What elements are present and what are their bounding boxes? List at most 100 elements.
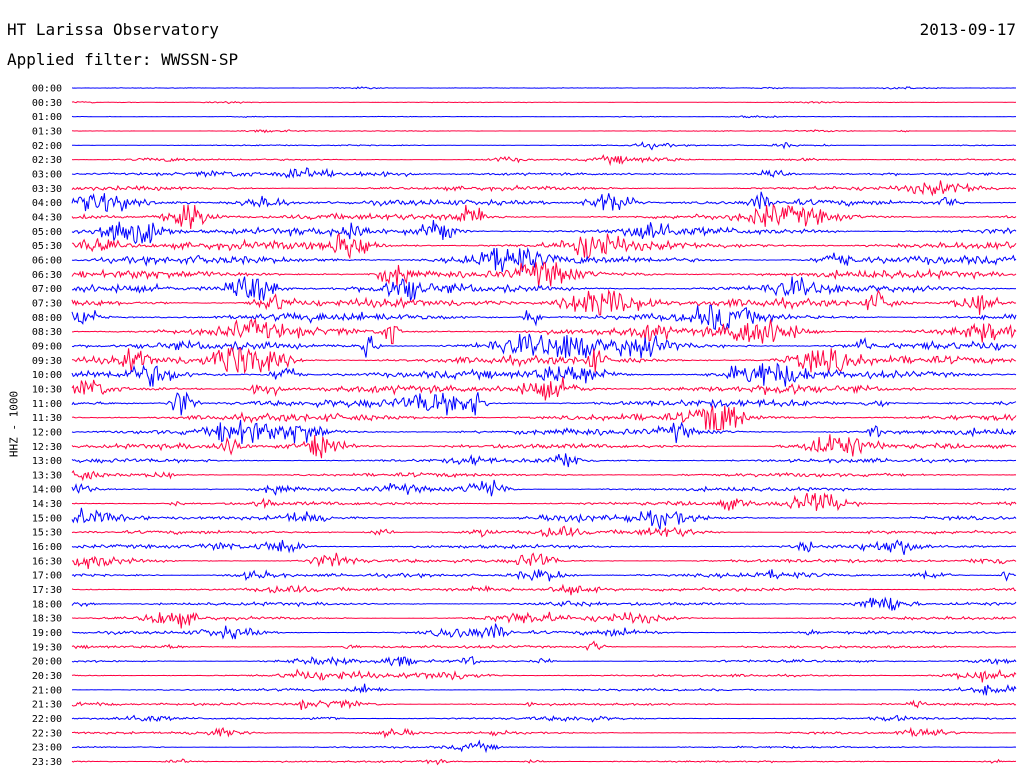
trace-1800 [71, 596, 1017, 611]
row-label-1600: 16:00 [32, 542, 62, 553]
trace-1100 [71, 391, 1017, 416]
row-label-0530: 05:30 [32, 241, 62, 252]
station-title: HT Larissa Observatory [7, 20, 219, 39]
trace-0730 [71, 289, 1017, 316]
row-label-2330: 23:30 [32, 757, 62, 768]
row-label-2300: 23:00 [32, 743, 62, 754]
trace-1500 [71, 507, 1017, 530]
row-label-1330: 13:30 [32, 470, 62, 481]
trace-1330 [71, 469, 1017, 482]
trace-0700 [71, 276, 1017, 301]
row-label-0000: 00:00 [32, 84, 62, 95]
trace-1630 [71, 552, 1017, 569]
trace-0930 [71, 347, 1017, 375]
row-label-0900: 09:00 [32, 341, 62, 352]
trace-2230 [72, 726, 1016, 739]
row-labels: 00:00 00:30 01:00 01:30 02:00 02:30 03:00 03:30… [32, 84, 62, 769]
row-label-0400: 04:00 [32, 198, 62, 209]
row-label-2000: 20:00 [32, 657, 62, 668]
trace-1530 [71, 525, 1017, 538]
trace-0200 [71, 141, 1016, 151]
trace-2130 [71, 698, 1017, 710]
trace-2100 [71, 683, 1017, 696]
row-label-2200: 22:00 [32, 714, 62, 725]
row-label-1000: 10:00 [32, 370, 62, 381]
row-label-1200: 12:00 [32, 427, 62, 438]
trace-0530 [71, 232, 1017, 260]
trace-2200 [71, 714, 1017, 723]
trace-1700 [71, 569, 1017, 582]
row-label-1700: 17:00 [32, 571, 62, 582]
row-label-1530: 15:30 [32, 528, 62, 539]
row-label-0800: 08:00 [32, 313, 62, 324]
trace-1930 [71, 640, 1017, 651]
row-label-0100: 01:00 [32, 112, 62, 123]
row-label-0830: 08:30 [32, 327, 62, 338]
trace-1300 [71, 453, 1017, 468]
row-label-0630: 06:30 [32, 270, 62, 281]
trace-1000 [71, 362, 1017, 387]
row-label-0130: 01:30 [32, 126, 62, 137]
row-label-0600: 06:00 [32, 255, 62, 266]
trace-1400 [71, 479, 1017, 497]
trace-1230 [71, 434, 1017, 459]
row-label-0430: 04:30 [32, 212, 62, 223]
row-label-2100: 21:00 [32, 685, 62, 696]
row-label-1430: 14:30 [32, 499, 62, 510]
row-label-0500: 05:00 [32, 227, 62, 238]
row-label-1800: 18:00 [32, 599, 62, 610]
trace-0300 [71, 167, 1017, 179]
row-label-2130: 21:30 [32, 700, 62, 711]
trace-1200 [71, 419, 1017, 444]
row-label-1300: 13:00 [32, 456, 62, 467]
row-label-1830: 18:30 [32, 614, 62, 625]
trace-1030 [71, 376, 1017, 401]
row-label-0700: 07:00 [32, 284, 62, 295]
trace-1730 [71, 583, 1017, 596]
trace-0800 [71, 304, 1017, 331]
trace-1600 [71, 539, 1017, 555]
trace-0630 [71, 261, 1017, 287]
row-label-1030: 10:30 [32, 384, 62, 395]
row-label-1500: 15:00 [32, 513, 62, 524]
trace-1900 [71, 623, 1017, 640]
row-label-1230: 12:30 [32, 442, 62, 453]
row-label-2030: 20:30 [32, 671, 62, 682]
trace-2000 [71, 655, 1017, 667]
trace-0400 [71, 191, 1017, 213]
row-label-0730: 07:30 [32, 298, 62, 309]
filter-label: Applied filter: WWSSN-SP [7, 50, 239, 69]
row-label-0030: 00:30 [32, 98, 62, 109]
row-label-0930: 09:30 [32, 356, 62, 367]
row-label-1900: 19:00 [32, 628, 62, 639]
row-label-0300: 03:00 [32, 169, 62, 180]
row-label-1400: 14:00 [32, 485, 62, 496]
date-label: 2013-09-17 [919, 20, 1016, 39]
trace-1430 [71, 492, 1017, 512]
row-label-1930: 19:30 [32, 642, 62, 653]
trace-1830 [71, 611, 1017, 629]
trace-0230 [71, 154, 1017, 167]
row-label-0200: 02:00 [32, 141, 62, 152]
trace-2030 [71, 668, 1017, 683]
trace-0030 [71, 100, 1017, 104]
row-label-2230: 22:30 [32, 728, 62, 739]
trace-1130 [71, 405, 1017, 431]
trace-0100 [71, 115, 1016, 119]
trace-2330 [71, 758, 1017, 766]
row-label-1630: 16:30 [32, 556, 62, 567]
trace-2300 [71, 739, 1017, 754]
trace-0330 [71, 180, 1017, 197]
row-label-0230: 02:30 [32, 155, 62, 166]
seismic-traces [71, 86, 1017, 766]
trace-0430 [71, 203, 1017, 230]
trace-0500 [71, 220, 1017, 245]
trace-0830 [72, 317, 1017, 345]
trace-0000 [71, 86, 1016, 90]
row-label-1130: 11:30 [32, 413, 62, 424]
trace-0900 [71, 333, 1017, 358]
row-label-0330: 03:30 [32, 184, 62, 195]
row-label-1100: 11:00 [32, 399, 62, 410]
row-label-1730: 17:30 [32, 585, 62, 596]
